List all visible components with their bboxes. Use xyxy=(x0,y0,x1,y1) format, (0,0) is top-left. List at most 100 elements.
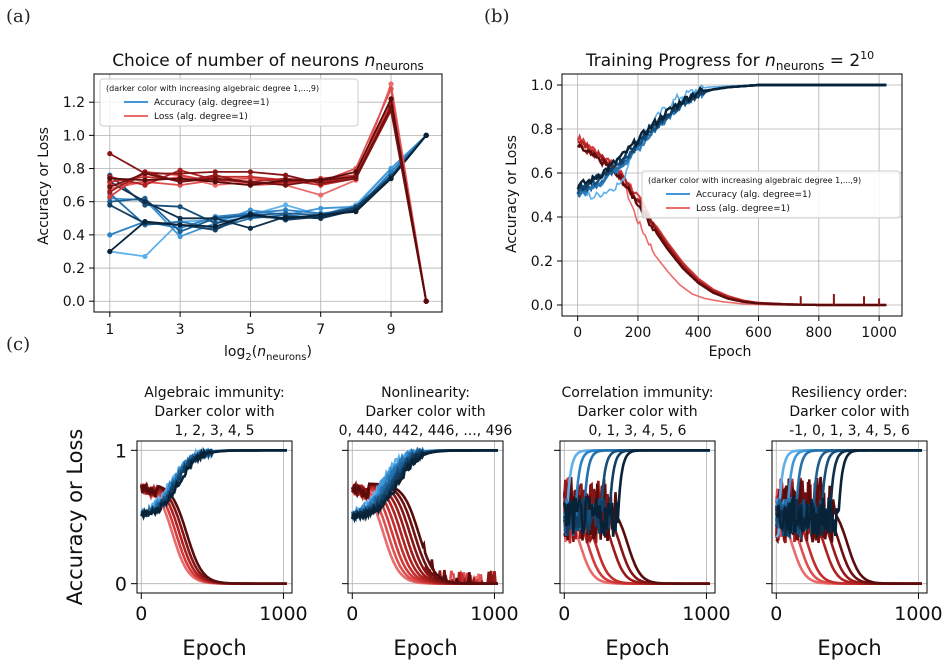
panel-a-legend-loss: Loss (alg. degree=1) xyxy=(154,112,248,122)
panel-a-loss-point xyxy=(177,170,183,177)
panel-a-accuracy-point xyxy=(282,202,289,208)
panel-a-loss-point xyxy=(142,182,148,188)
panel-a-x-tick-label: 3 xyxy=(176,322,185,338)
panel-c-x-tick-label: 0 xyxy=(558,603,570,625)
panel-a-y-tick-label: 0.4 xyxy=(63,228,85,244)
panel-c-3-title-line: Correlation immunity: xyxy=(562,385,714,401)
panel-a-legend-note: (darker color with increasing algebraic … xyxy=(106,84,319,93)
panel-b-x-tick-label: 400 xyxy=(685,325,712,341)
panel-a-accuracy-point xyxy=(318,212,324,218)
panel-c-4-title-line: -1, 0, 1, 3, 4, 5, 6 xyxy=(789,423,910,439)
panel-b-y-tick-label: 0.8 xyxy=(531,122,553,138)
panel-b-x-tick-label: 800 xyxy=(805,325,832,341)
panel-a-accuracy-point xyxy=(177,222,183,228)
panel-a-loss-point xyxy=(107,194,113,200)
panel-b-x-tick-label: 600 xyxy=(745,325,772,341)
panel-a-legend-box xyxy=(99,78,359,127)
panel-a-loss-point xyxy=(107,175,113,182)
panel-c-2-title-line: Nonlinearity: xyxy=(381,385,470,401)
panel-b-x-tick-label: 1000 xyxy=(861,325,897,341)
panel-c-3-x-label: Epoch xyxy=(605,636,669,660)
panel-a-y-tick-label: 0.2 xyxy=(63,261,85,277)
panel-a-x-tick-label: 7 xyxy=(316,322,325,338)
panel-a-loss-point xyxy=(282,172,289,178)
panel-a-loss-point xyxy=(107,151,113,157)
panel-c-loss-line xyxy=(351,482,498,585)
panel-a-loss-point xyxy=(247,169,254,175)
panel-a-loss-point xyxy=(388,81,394,87)
panel-a-loss-point xyxy=(353,174,359,180)
panel-a-x-label: log2(nneurons) xyxy=(224,344,312,363)
panel-a-y-tick-label: 1.0 xyxy=(63,128,85,144)
panel-a-accuracy-point xyxy=(212,223,218,230)
panel-c-y-label: Accuracy or Loss xyxy=(63,429,87,606)
panel-a-accuracy-line xyxy=(109,134,427,258)
panel-b-y-tick-label: 0.6 xyxy=(531,166,553,182)
panel-c-x-tick-label: 0 xyxy=(770,603,782,625)
panel-c-x-tick-label: 1000 xyxy=(470,603,518,625)
panel-a-loss-point xyxy=(388,96,394,102)
panel-a-loss-line xyxy=(109,95,428,302)
panel-a-legend: (darker color with increasing algebraic … xyxy=(99,78,359,127)
panel-a-loss-point xyxy=(282,182,289,188)
panel-b-chart: Training Progress for nneurons = 210 0 20… xyxy=(504,49,903,360)
panel-a-x-tick-label: 1 xyxy=(105,322,114,338)
panel-a-accuracy-point xyxy=(142,253,148,260)
panel-a-loss-point xyxy=(212,169,218,175)
panel-c-y-tick-label: 1 xyxy=(115,440,127,462)
panel-b-loss-line xyxy=(576,142,887,307)
panel-a-accuracy-point xyxy=(353,209,359,215)
panel-b-accuracy-line xyxy=(576,83,887,190)
panel-tag-a: (a) xyxy=(6,6,31,27)
panel-a-loss-point xyxy=(107,189,113,195)
panel-a-accuracy-line xyxy=(109,134,427,253)
panel-b-x-tick-label: 200 xyxy=(625,325,652,341)
panel-a-loss-line xyxy=(109,104,428,302)
panel-a-accuracy-point xyxy=(212,215,218,221)
panel-c-x-tick-label: 0 xyxy=(346,603,358,625)
panel-a-accuracy-point xyxy=(247,225,254,231)
panel-b-y-tick-label: 0.2 xyxy=(531,254,553,270)
panel-a-accuracy-point xyxy=(107,202,113,208)
panel-b-y-label: Accuracy or Loss xyxy=(504,135,520,253)
panel-a-loss-line xyxy=(109,104,428,302)
panel-b-x-tick-label: 0 xyxy=(573,325,582,341)
panel-b-title: Training Progress for nneurons = 210 xyxy=(585,49,874,73)
panel-a-loss-point xyxy=(247,182,254,188)
panel-c-1-chart: Algebraic immunity: Darker color with 1, 2… xyxy=(115,385,308,660)
panel-a-loss-point xyxy=(282,177,289,183)
panel-a-loss-point xyxy=(142,170,148,177)
panel-a-accuracy-point xyxy=(142,199,148,205)
panel-tag-c: (c) xyxy=(6,334,30,355)
panel-c-loss-line xyxy=(775,476,922,585)
panel-b-frame xyxy=(561,73,903,317)
panel-a-frame xyxy=(93,73,443,313)
panel-c-charts: Accuracy or Loss Algebraic immunity: Dark… xyxy=(63,385,943,660)
panel-c-3-frame xyxy=(559,440,716,594)
panel-a-loss-point xyxy=(107,184,113,190)
panel-c-3-title-line: 0, 1, 3, 4, 5, 6 xyxy=(589,423,687,439)
panel-c-4-x-label: Epoch xyxy=(817,636,881,660)
panel-a-title: Choice of number of neurons nneurons xyxy=(112,51,424,73)
panel-c-1-title-line: Darker color with xyxy=(154,404,274,420)
panel-a-accuracy-point xyxy=(177,233,183,240)
panel-c-x-tick-label: 1000 xyxy=(682,603,730,625)
panel-c-1-frame xyxy=(136,440,293,594)
panel-a-accuracy-point xyxy=(177,204,183,210)
panel-a-y-tick-label: 1.2 xyxy=(63,95,85,111)
panel-b-legend: (darker color with increasing algebraic … xyxy=(641,170,901,219)
panel-b-y-tick-label: 0.4 xyxy=(531,210,553,226)
panel-b-y-tick-label: 0.0 xyxy=(531,298,553,314)
panel-a-loss-point xyxy=(318,177,324,183)
panel-a-loss-point xyxy=(423,298,429,304)
panel-a-loss-point xyxy=(318,192,324,198)
panel-b-y-tick-label: 1.0 xyxy=(531,78,553,94)
panel-a-y-tick-label: 0.0 xyxy=(63,294,85,310)
panel-b-legend-box xyxy=(641,170,901,219)
panel-a-accuracy-point xyxy=(318,205,324,211)
panel-a-y-tick-label: 0.8 xyxy=(63,162,85,178)
panel-a-x-tick-label: 5 xyxy=(246,322,255,338)
panel-tag-b: (b) xyxy=(484,6,510,27)
panel-b-legend-accuracy: Accuracy (alg. degree=1) xyxy=(696,190,811,200)
